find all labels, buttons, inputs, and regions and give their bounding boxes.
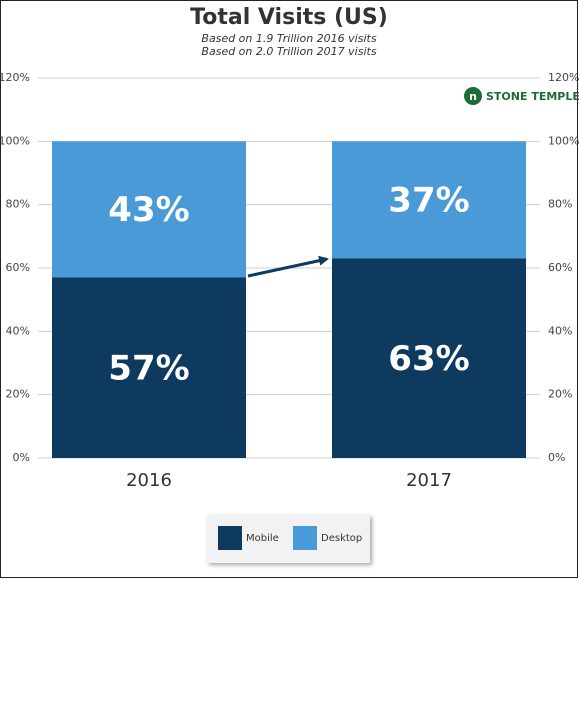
y2-tick-label: 40% — [548, 324, 572, 337]
subtitle: Based on 1.9 Trillion 2016 visits — [201, 32, 376, 45]
legend-label: Mobile — [246, 533, 279, 544]
x-tick-label: 2016 — [126, 470, 172, 491]
y-tick-label: 60% — [6, 261, 30, 274]
logo-icon — [464, 87, 482, 105]
y-tick-label: 0% — [13, 451, 30, 464]
bar-segment — [52, 277, 246, 458]
y2-tick-label: 120% — [548, 71, 579, 84]
x-tick-label: 2017 — [406, 470, 452, 491]
subtitle: Based on 2.0 Trillion 2017 visits — [201, 45, 376, 58]
y2-tick-label: 0% — [548, 451, 565, 464]
bar-segment — [332, 258, 526, 458]
y2-tick-label: 80% — [548, 198, 572, 211]
value-label: 43% — [108, 190, 189, 230]
value-label: 63% — [388, 339, 469, 379]
y2-tick-label: 20% — [548, 388, 572, 401]
y-tick-label: 100% — [0, 134, 30, 147]
legend-label: Desktop — [321, 533, 362, 544]
bar-segment — [52, 141, 246, 278]
y-tick-label: 20% — [6, 388, 30, 401]
y-tick-label: 120% — [0, 71, 30, 84]
y-tick-label: 40% — [6, 324, 30, 337]
logo-text: STONE TEMPLE — [486, 90, 579, 103]
value-label: 37% — [388, 180, 469, 220]
plot: 0% 0% 20% 20% 40% 40% 60% 60% 80% 80% 100% 100% 120%… — [0, 71, 579, 491]
legend-swatch — [293, 526, 317, 550]
y2-tick-label: 60% — [548, 261, 572, 274]
bar-segment — [332, 141, 526, 259]
value-label: 57% — [108, 348, 189, 388]
logo-icon-letter: n — [469, 90, 477, 103]
y-tick-label: 80% — [6, 198, 30, 211]
legend-swatch — [218, 526, 242, 550]
y2-tick-label: 100% — [548, 134, 579, 147]
chart-title: Total Visits (US) — [190, 5, 388, 30]
trend-arrow — [247, 255, 329, 278]
